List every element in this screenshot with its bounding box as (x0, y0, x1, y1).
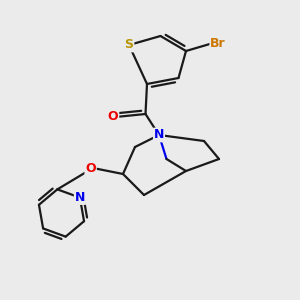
Text: O: O (108, 110, 118, 124)
Text: Br: Br (210, 37, 226, 50)
Text: N: N (154, 128, 164, 142)
Text: O: O (85, 161, 96, 175)
Text: S: S (124, 38, 134, 52)
Text: N: N (75, 191, 85, 204)
